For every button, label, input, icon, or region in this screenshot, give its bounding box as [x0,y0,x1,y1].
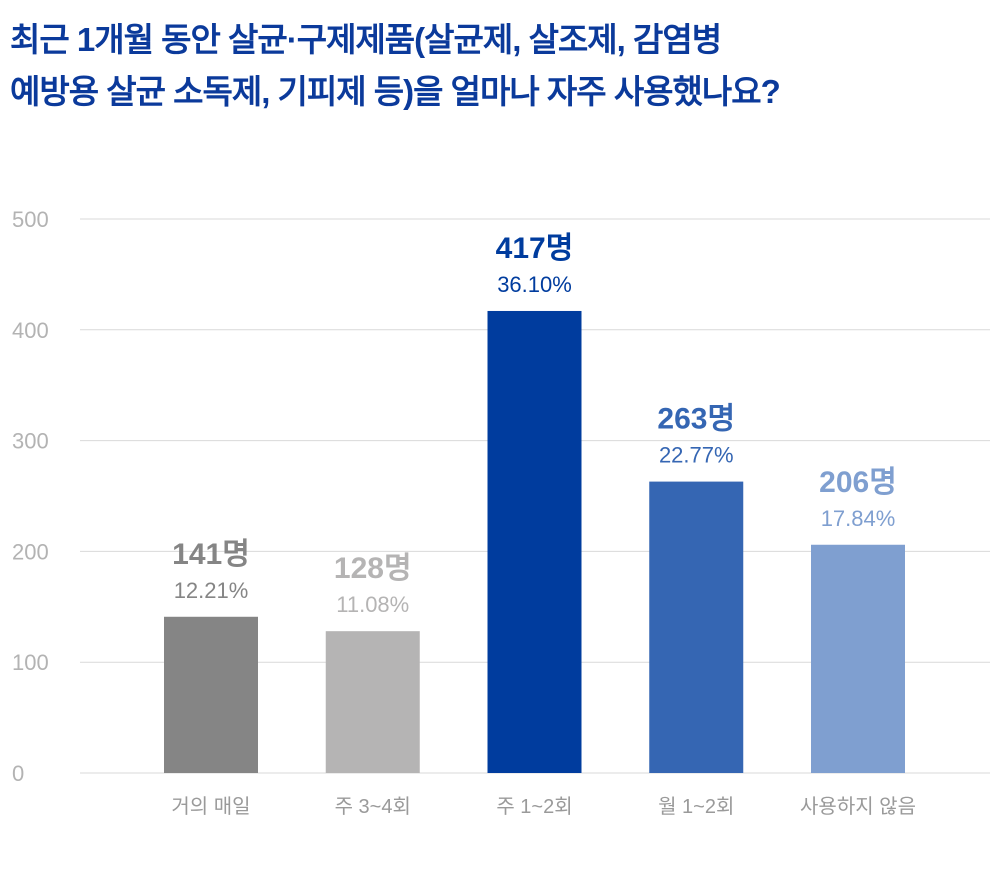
bar [325,631,420,773]
title-line-1: 최근 1개월 동안 살균·구제제품(살균제, 살조제, 감염병 [10,21,722,58]
y-tick-label: 300 [12,429,49,454]
percent-data-label: 36.10% [497,272,572,297]
count-data-label: 263명 [657,403,735,436]
bar [649,481,744,773]
count-data-label: 206명 [819,466,897,499]
count-data-label: 141명 [172,538,250,571]
y-tick-label: 500 [12,207,49,232]
y-tick-label: 400 [12,318,49,343]
x-category-label: 주 3~4회 [335,795,411,818]
percent-data-label: 11.08% [336,592,409,617]
bar [164,616,258,773]
x-category-label: 거의 매일 [171,795,250,818]
bar [811,544,905,773]
y-tick-label: 0 [12,761,24,786]
y-tick-label: 200 [12,539,49,564]
percent-data-label: 12.21% [174,578,249,603]
chart-title: 최근 1개월 동안 살균·구제제품(살균제, 살조제, 감염병 예방용 살균 소… [10,14,990,118]
percent-data-label: 17.84% [821,506,896,531]
x-category-label: 주 1~2회 [496,795,572,818]
count-data-label: 417명 [496,232,574,265]
count-data-label: 128명 [334,552,412,585]
x-category-label: 사용하지 않음 [800,795,916,818]
percent-data-label: 22.77% [659,443,734,468]
x-category-label: 월 1~2회 [658,795,734,818]
bar [487,310,582,773]
y-tick-label: 100 [12,650,49,675]
title-line-2: 예방용 살균 소독제, 기피제 등)을 얼마나 자주 사용했나요? [10,73,781,110]
